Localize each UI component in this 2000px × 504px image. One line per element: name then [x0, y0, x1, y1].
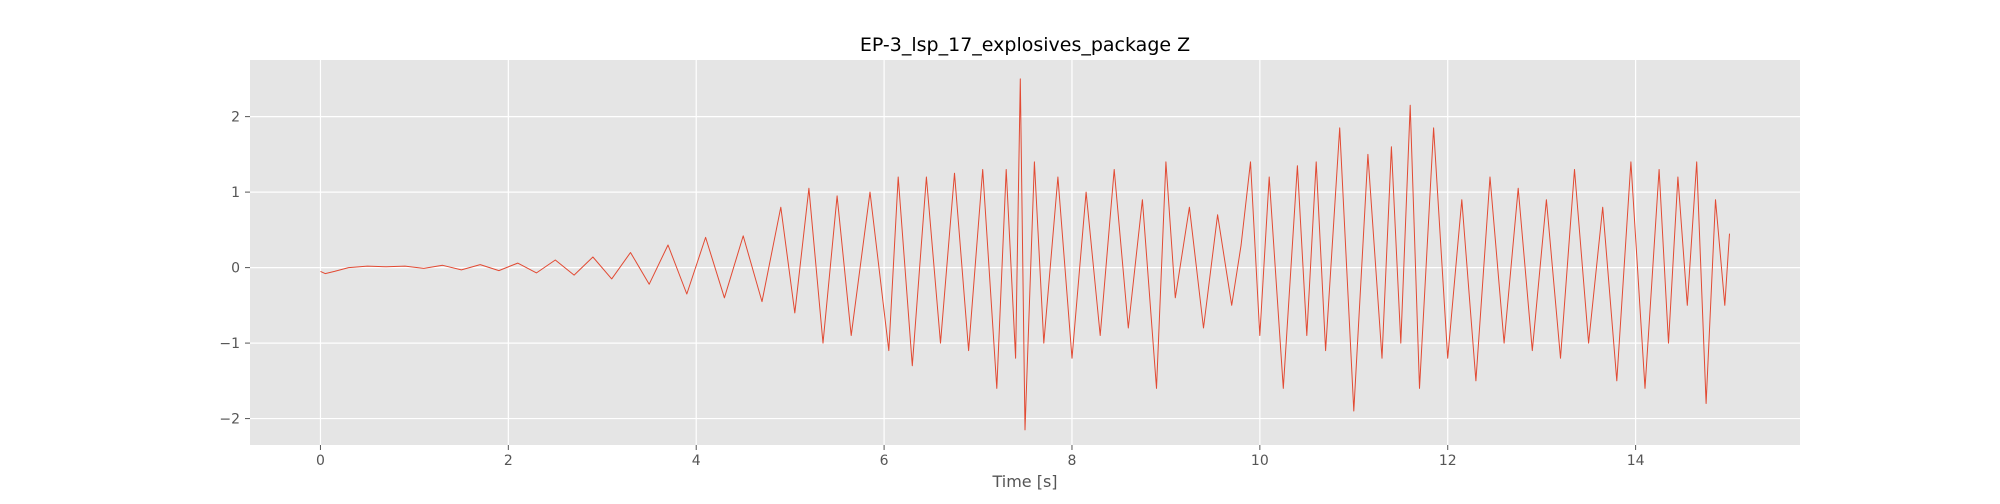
y-tick-label: 1: [231, 185, 240, 201]
y-axis-ticks: −2 −1 0 1 2: [219, 110, 250, 428]
x-tick-label: 12: [1439, 453, 1457, 469]
y-tick-label: −2: [219, 412, 240, 428]
series-line-z: [320, 78, 1730, 431]
series-group: [320, 78, 1730, 431]
x-axis-ticks: 0 2 4 6 8 10 12 14: [316, 445, 1645, 469]
x-tick-label: 10: [1251, 453, 1269, 469]
y-tick-label: 2: [231, 110, 240, 126]
x-tick-label: 0: [316, 453, 325, 469]
y-tick-label: −1: [219, 336, 240, 352]
chart-title: EP-3_lsp_17_explosives_package Z: [860, 34, 1190, 56]
plot-area-background: [250, 60, 1800, 445]
x-tick-label: 6: [880, 453, 889, 469]
x-tick-label: 8: [1068, 453, 1077, 469]
x-tick-label: 4: [692, 453, 701, 469]
x-tick-label: 14: [1627, 453, 1645, 469]
y-tick-label: 0: [231, 261, 240, 277]
x-tick-label: 2: [504, 453, 513, 469]
x-axis-label: Time [s]: [991, 472, 1057, 491]
